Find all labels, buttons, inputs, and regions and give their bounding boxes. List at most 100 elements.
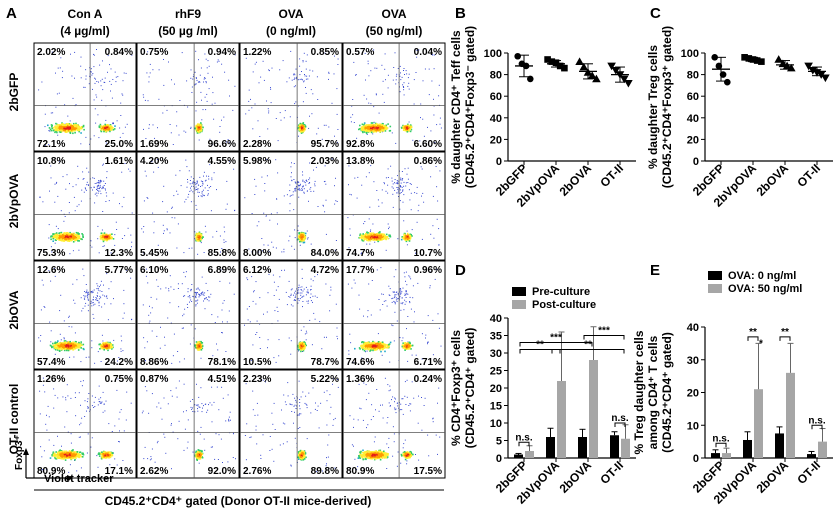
flow-event [389, 125, 392, 128]
flow-event [336, 201, 338, 202]
flow-event [303, 130, 305, 132]
flow-event [97, 225, 99, 227]
flow-event [109, 80, 111, 82]
flow-event [111, 126, 113, 128]
flow-event [190, 126, 192, 128]
flow-event [117, 76, 119, 78]
flow-event [121, 206, 123, 208]
flow-event [196, 129, 198, 131]
flow-event [439, 117, 441, 119]
flow-event [213, 172, 215, 174]
flow-event [148, 124, 150, 126]
flow-event [378, 239, 380, 241]
flow-event [205, 82, 207, 84]
flow-event [121, 93, 123, 95]
flow-event [62, 128, 65, 131]
flow-event [50, 246, 52, 248]
flow-event [298, 181, 300, 183]
flow-event [275, 247, 277, 249]
flow-event [351, 105, 353, 107]
flow-event [407, 77, 409, 79]
flow-event [198, 59, 199, 61]
flow-event [295, 187, 297, 189]
flow-event [365, 124, 368, 126]
flow-event [93, 186, 95, 188]
flow-event [42, 284, 44, 286]
flow-event [187, 179, 188, 180]
flow-event [406, 230, 408, 232]
flow-event [324, 180, 326, 182]
flow-event [404, 237, 407, 239]
flow-event [217, 51, 219, 53]
flow-event [212, 236, 214, 238]
flow-event [48, 144, 50, 146]
flow-event [195, 204, 197, 206]
flow-event [264, 190, 266, 192]
flow-event [108, 128, 110, 131]
flow-event [94, 362, 96, 364]
flow-event [410, 183, 412, 185]
flow-event [334, 55, 335, 57]
flow-event [293, 73, 295, 75]
flow-event [405, 70, 407, 72]
flow-event [206, 100, 208, 102]
flow-event [302, 79, 303, 81]
flow-event [70, 53, 71, 55]
flow-event [302, 125, 305, 128]
flow-event [92, 299, 94, 301]
flow-event [91, 302, 93, 304]
flow-event [373, 124, 376, 126]
flow-event [96, 283, 98, 285]
flow-event [408, 88, 410, 90]
flow-event [76, 124, 79, 126]
flow-event [291, 79, 293, 81]
flow-event [200, 129, 203, 131]
flow-event [380, 130, 383, 132]
flow-event [366, 234, 368, 237]
flow-event [325, 124, 327, 126]
flow-event [90, 138, 92, 140]
flow-event [96, 298, 98, 300]
flow-event [67, 233, 70, 235]
flow-event [80, 126, 83, 128]
flow-event [438, 228, 440, 230]
flow-event [439, 123, 441, 125]
flow-event [423, 201, 425, 203]
flow-event [190, 176, 192, 178]
flow-event [60, 129, 62, 132]
flow-event [101, 291, 103, 292]
flow-event [61, 77, 63, 79]
quadrant-ll: 72.1% [37, 139, 65, 150]
flow-event [100, 284, 101, 286]
flow-event [55, 225, 57, 227]
flow-event [65, 123, 68, 126]
flow-event [272, 246, 274, 248]
col-sub-3: (50 ng/ml) [366, 24, 423, 38]
flow-event [200, 242, 202, 244]
flow-event [144, 170, 146, 172]
flow-event [377, 199, 379, 201]
flow-event [110, 236, 113, 238]
flow-event [60, 210, 62, 212]
flow-event [177, 193, 179, 195]
flow-event [171, 207, 173, 209]
flow-event [271, 67, 273, 69]
flow-event [103, 130, 105, 133]
flow-event [410, 192, 412, 194]
flow-event [289, 235, 291, 237]
flow-event [392, 206, 394, 208]
flow-event [299, 74, 301, 76]
flow-event [399, 185, 401, 187]
flow-event [264, 183, 266, 184]
flow-event [42, 201, 44, 203]
flow-event [438, 84, 440, 86]
flow-event [391, 132, 393, 134]
flow-event [92, 291, 94, 293]
flow-event [105, 234, 107, 236]
flow-event [302, 186, 304, 188]
flow-event [112, 127, 114, 129]
flow-plot-r0-c3: 0.57% 0.04%92.8% 6.60% [342, 42, 446, 152]
flow-event [302, 180, 304, 182]
flow-event [368, 129, 370, 132]
flow-event [196, 131, 199, 134]
